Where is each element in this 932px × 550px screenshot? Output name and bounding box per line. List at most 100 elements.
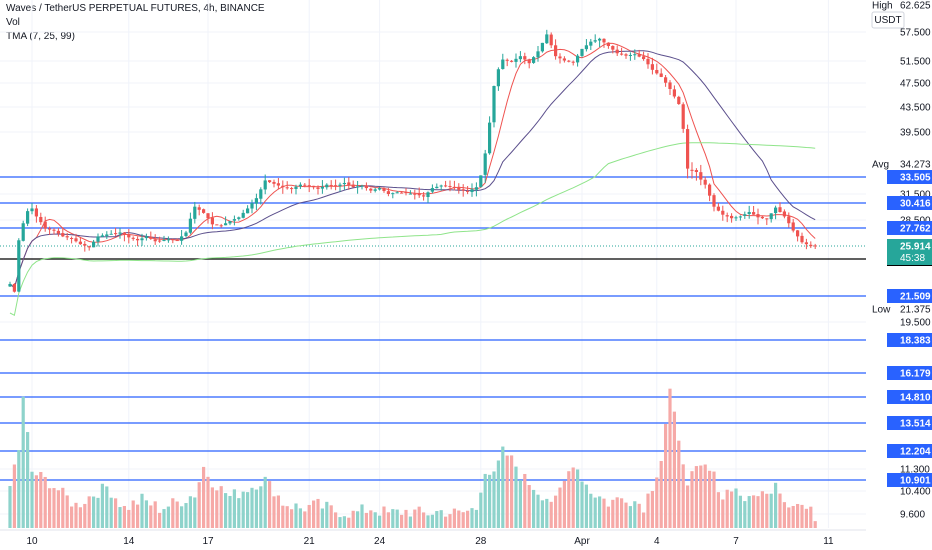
candle-body	[114, 233, 118, 235]
candle-body	[721, 210, 725, 215]
volume-bar	[659, 460, 663, 528]
candle-body	[21, 223, 25, 241]
candle-body	[809, 244, 813, 247]
currency-button	[871, 11, 905, 29]
volume-bar	[444, 516, 448, 528]
candle-body	[281, 185, 285, 188]
candle-body	[444, 185, 448, 187]
volume-bar	[620, 498, 624, 528]
candle-body	[642, 56, 646, 60]
volume-bar	[439, 510, 443, 528]
candle-body	[180, 236, 184, 241]
volume-bar	[782, 502, 786, 528]
candle-body	[659, 73, 663, 77]
level-tag	[887, 390, 932, 404]
candle-body	[364, 185, 368, 189]
volume-bar	[501, 446, 505, 528]
candle-body	[356, 186, 360, 188]
volume-bar	[127, 509, 131, 528]
date-tick-label: 21	[304, 536, 316, 547]
candle-body	[298, 184, 302, 187]
volume-bar	[668, 388, 672, 528]
candle-body	[791, 222, 795, 231]
volume-bar	[197, 482, 201, 528]
volume-bar	[532, 489, 536, 528]
candle-body	[268, 180, 272, 183]
candle-body	[360, 185, 364, 187]
volume-indicator-label[interactable]: Vol	[6, 17, 20, 28]
date-tick-label: 4	[654, 536, 660, 547]
volume-bar	[320, 508, 324, 528]
chart-legend: Waves / TetherUS PERPETUAL FUTURES, 4h, …	[6, 2, 265, 44]
candle-body	[448, 185, 452, 187]
candle-body	[435, 186, 439, 189]
volume-bar	[650, 491, 654, 528]
level-tag	[887, 416, 932, 430]
volume-bar	[109, 497, 113, 528]
volume-bar	[611, 499, 615, 528]
volume-bar	[193, 497, 197, 528]
volume-bar	[527, 485, 531, 528]
level-tag-text: 30.416	[900, 199, 931, 210]
candle-body	[738, 216, 742, 218]
candle-body	[422, 195, 426, 197]
volume-bar	[523, 473, 527, 528]
volume-bar	[496, 460, 500, 528]
candle-body	[263, 180, 267, 190]
candle-body	[162, 239, 166, 241]
candle-body	[386, 191, 390, 194]
volume-bar	[571, 467, 575, 528]
level-tag	[887, 366, 932, 380]
volume-bar	[70, 506, 74, 528]
date-tick-label: 10	[26, 536, 38, 547]
price-tick-label: 57.500	[900, 28, 931, 39]
candle-body	[527, 59, 531, 64]
avg-value: 34.273	[900, 160, 931, 171]
volume-bar	[404, 509, 408, 528]
candle-body	[184, 232, 188, 236]
symbol-title[interactable]: Waves / TetherUS PERPETUAL FUTURES, 4h, …	[6, 3, 265, 14]
volume-bar	[188, 496, 192, 528]
candle-body	[149, 236, 153, 239]
candle-body	[395, 192, 399, 194]
volume-bar	[285, 506, 289, 528]
candle-body	[554, 45, 558, 57]
candle-body	[567, 60, 571, 62]
price-axis: 57.50051.50047.50043.50039.50031.50028.5…	[866, 0, 932, 550]
volume-bar	[589, 493, 593, 528]
candle-body	[505, 59, 509, 61]
volume-bar	[466, 510, 470, 528]
volume-bar	[576, 469, 580, 528]
level-tag	[887, 221, 932, 235]
candle-body	[193, 206, 197, 219]
volume-bar	[642, 512, 646, 528]
candle-body	[558, 56, 562, 59]
volume-bar	[549, 501, 553, 528]
volume-bar	[430, 514, 434, 528]
volume-bar	[721, 499, 725, 528]
candle-body	[686, 129, 690, 169]
volume-bar	[171, 498, 175, 528]
tma-indicator-label[interactable]: TMA (7, 25, 99)	[6, 31, 75, 42]
candle-body	[140, 238, 144, 241]
volume-bar	[118, 507, 122, 528]
volume-bar	[813, 521, 817, 528]
candle-body	[483, 153, 487, 175]
volume-bar	[153, 501, 157, 528]
volume-bar	[39, 471, 43, 528]
volume-bar	[246, 492, 250, 528]
volume-bar	[505, 455, 509, 528]
volume-bar	[716, 492, 720, 528]
price-tick-label: 43.500	[900, 103, 931, 114]
volume-bar	[804, 508, 808, 528]
candle-body	[730, 215, 734, 219]
volume-bar	[228, 495, 232, 528]
volume-bar	[78, 507, 82, 528]
volume-bar	[470, 508, 474, 528]
candle-body	[646, 58, 650, 65]
low-value: 21.375	[900, 305, 931, 316]
candle-body	[606, 42, 610, 47]
volume-bar	[373, 512, 377, 528]
candle-body	[34, 208, 38, 217]
